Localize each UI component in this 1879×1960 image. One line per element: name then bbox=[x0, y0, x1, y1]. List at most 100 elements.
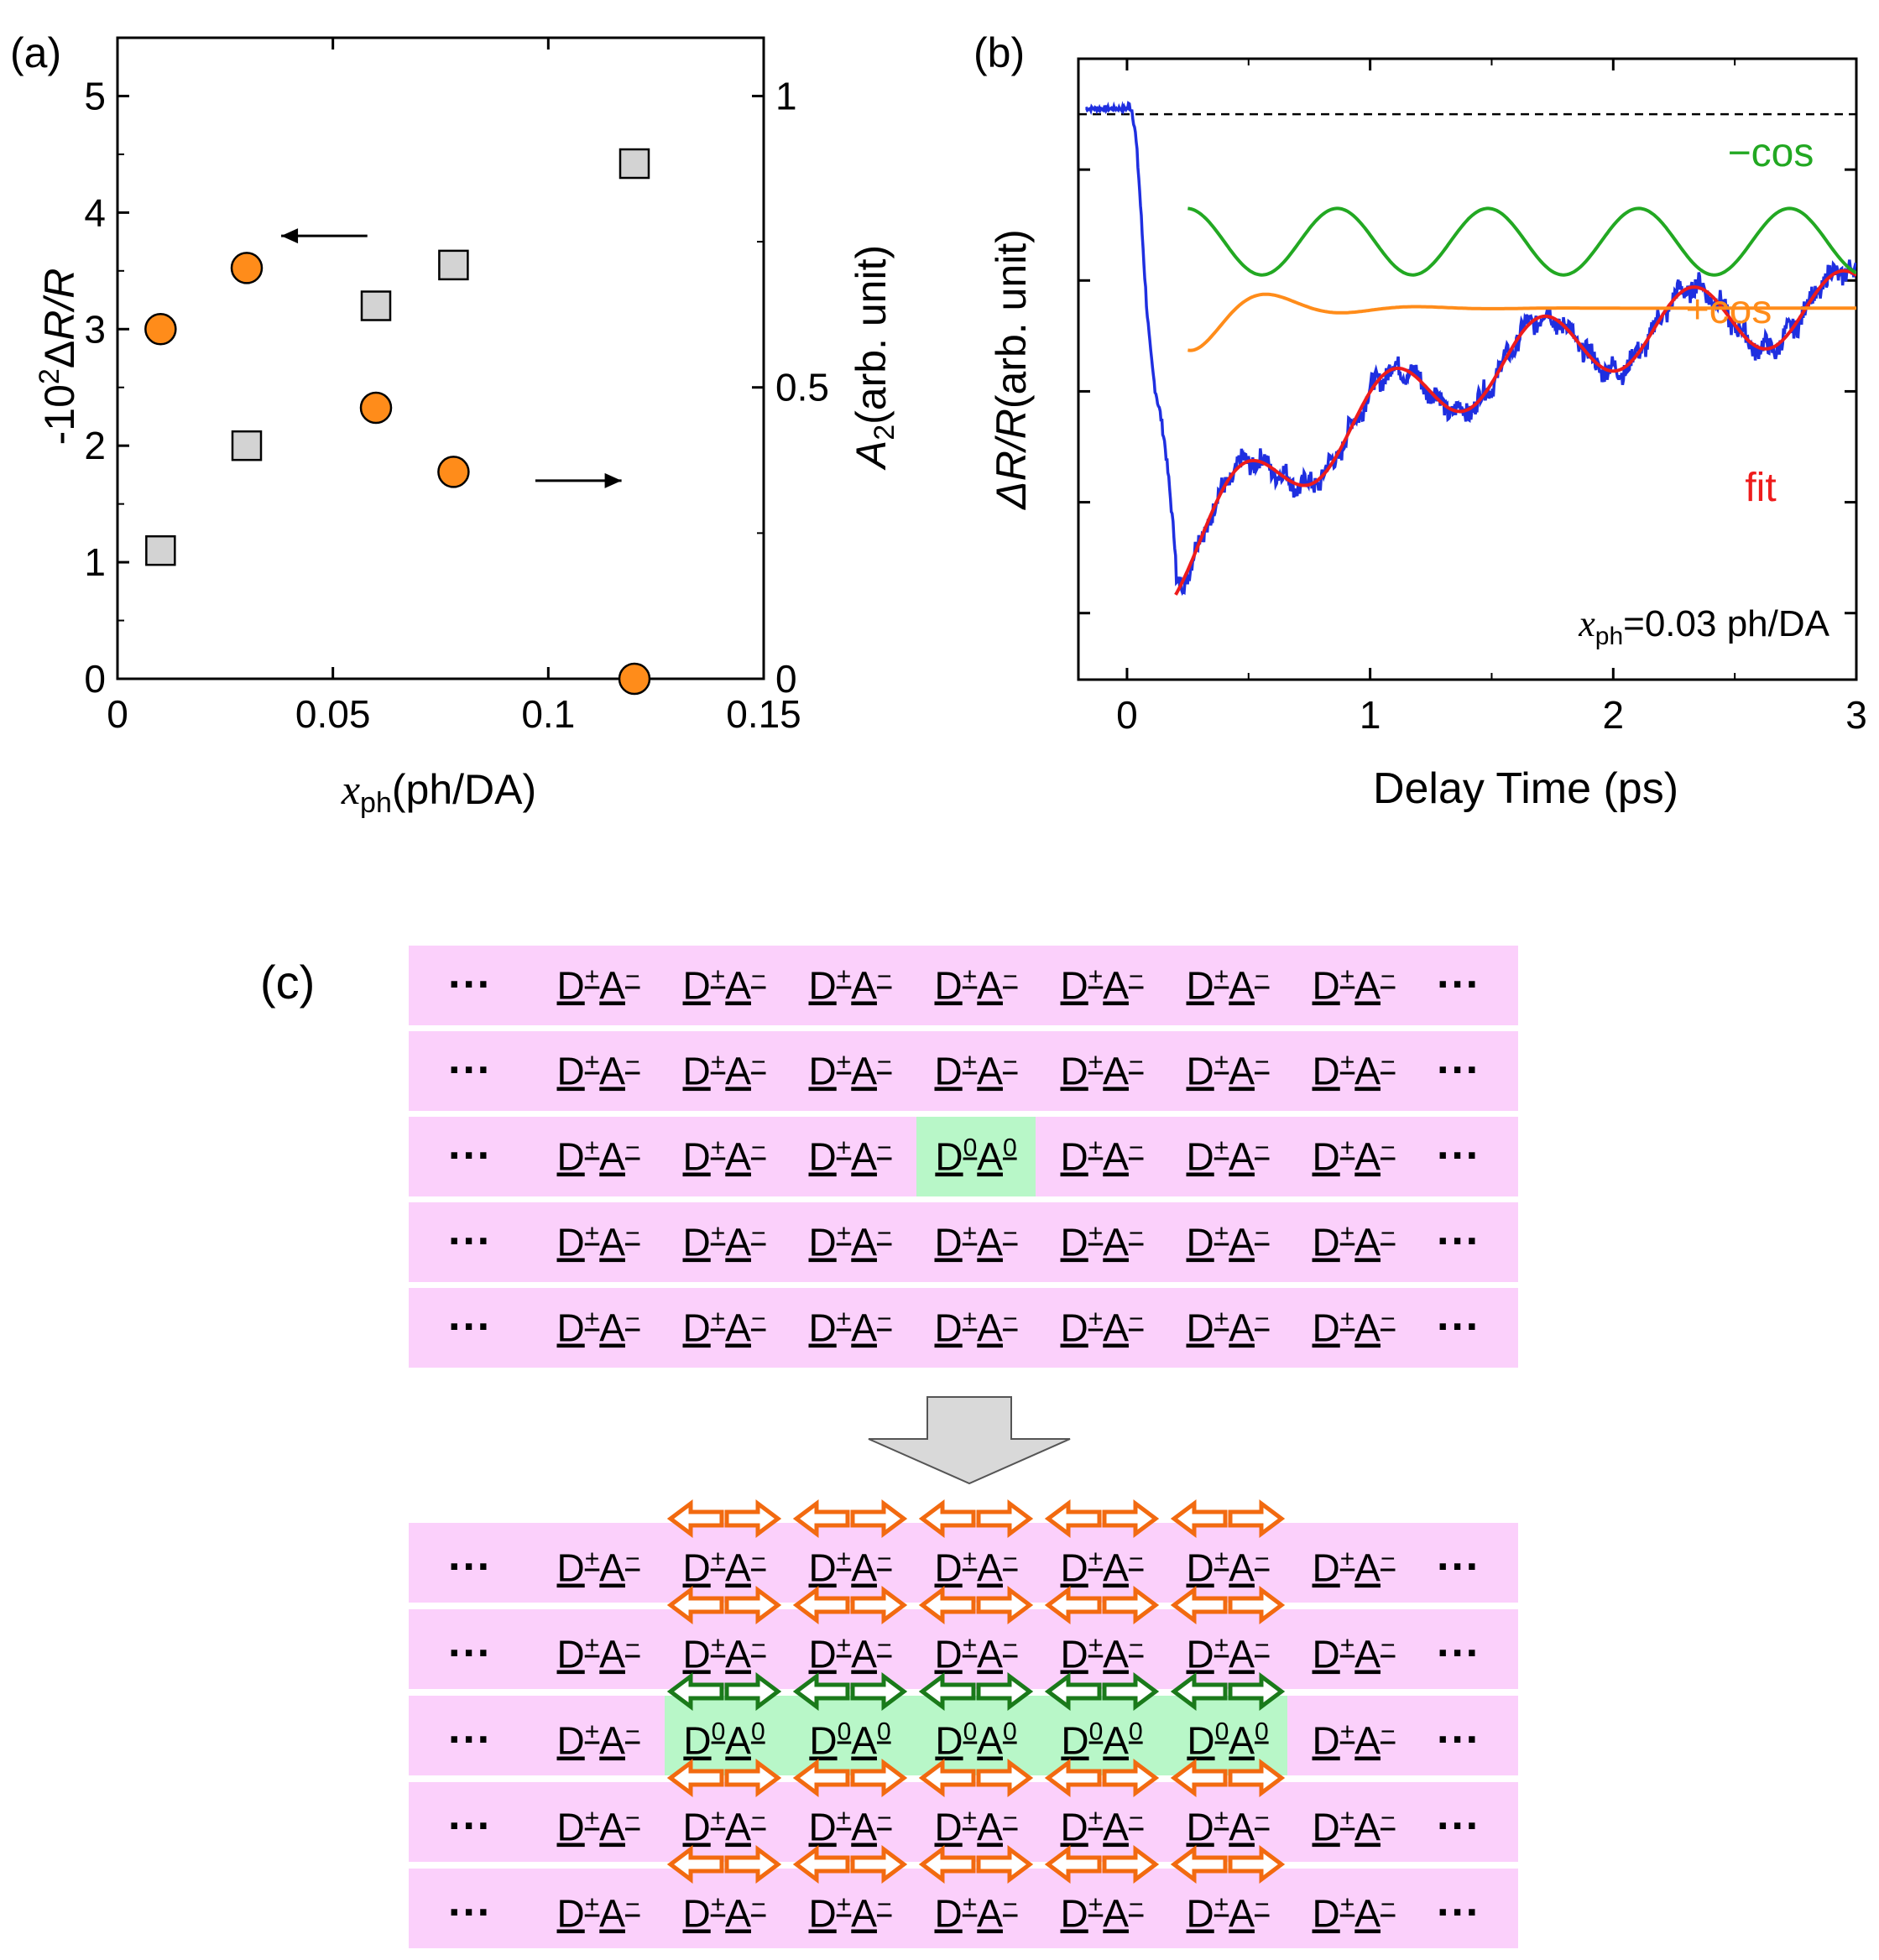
neutral-pair: D0A0​ bbox=[935, 1134, 1016, 1179]
fit-label: fit bbox=[1745, 466, 1776, 510]
ellipsis: ··· bbox=[448, 1802, 492, 1851]
chain-row: ··· ··· D+A−​ D+A−​ D+A−​ D+A−​ D+A−​ D+A−​ D+A−… bbox=[409, 1288, 1518, 1368]
panel-a-right-y-ticks: 00.51 bbox=[752, 74, 829, 701]
ellipsis: ··· bbox=[1437, 1132, 1480, 1181]
row-background bbox=[409, 1288, 1518, 1368]
ellipsis: ··· bbox=[448, 1629, 492, 1678]
chain-row: ··· ··· D+A−​ D+A−​ D+A−​ D+A−​ D+A−​ D+A−​ D+A−… bbox=[409, 1609, 1518, 1689]
y-tick-label: 3 bbox=[84, 307, 106, 351]
ellipsis: ··· bbox=[1437, 961, 1480, 1009]
chain-row: ··· ··· D+A−​ D+A−​ D+A−​ D+A−​ D+A−​ D+A−​ D+A−… bbox=[409, 1202, 1518, 1282]
panel-a-left-y-ticks: 0 1 2 3 4 5 bbox=[84, 74, 129, 701]
ionic-pair: D+A−​ bbox=[557, 1134, 640, 1179]
square-marker bbox=[145, 534, 176, 566]
ionic-pair: D+A−​ bbox=[935, 1632, 1018, 1676]
ionic-pair: D+A−​ bbox=[1061, 1546, 1144, 1590]
ionic-pair: D+A−​ bbox=[1313, 963, 1396, 1008]
orange-double-arrow-icon bbox=[792, 1586, 908, 1624]
ionic-pair: D+A−​ bbox=[1061, 1220, 1144, 1264]
orange-double-arrow-icon bbox=[666, 1586, 782, 1624]
ionic-pair: D+A−​ bbox=[557, 963, 640, 1008]
square-marker bbox=[231, 430, 263, 461]
chain-row: ··· ··· D+A−​ D+A−​ D+A−​ D+A−​ D+A−​ D+A−​ D+A−… bbox=[409, 1523, 1518, 1603]
panel-a-right-y-label: A2(arb. unit) bbox=[848, 245, 900, 471]
ionic-pair: D+A−​ bbox=[1187, 1134, 1270, 1179]
row-background bbox=[409, 1869, 1518, 1948]
ionic-pair: D+A−​ bbox=[1313, 1632, 1396, 1676]
panel-b-frame bbox=[1077, 57, 1858, 681]
neg-cos-curve bbox=[1187, 206, 1856, 277]
circle-marker bbox=[437, 456, 470, 488]
green-double-arrow-icon bbox=[1170, 1672, 1286, 1711]
orange-double-arrow-icon bbox=[792, 1499, 908, 1538]
ellipsis: ··· bbox=[448, 961, 492, 1009]
ionic-pair: D+A−​ bbox=[1061, 1049, 1144, 1093]
ionic-pair: D+A−​ bbox=[1313, 1891, 1396, 1936]
orange-double-arrow-icon bbox=[918, 1499, 1034, 1538]
row-background bbox=[409, 1523, 1518, 1603]
ionic-pair: D+A−​ bbox=[1061, 1134, 1144, 1179]
ellipsis: ··· bbox=[1437, 1802, 1480, 1851]
ionic-pair: D+A−​ bbox=[1313, 1546, 1396, 1590]
neg-cos-label: −cos bbox=[1728, 131, 1814, 175]
ellipsis: ··· bbox=[448, 1716, 492, 1765]
ionic-pair: D+A−​ bbox=[557, 1632, 640, 1676]
ionic-pair: D+A−​ bbox=[1313, 1805, 1396, 1849]
neutral-pair: D0A0​ bbox=[683, 1718, 765, 1763]
panel-b-curves bbox=[1078, 101, 1856, 596]
orange-double-arrow-icon bbox=[1170, 1499, 1286, 1538]
panel-b-x-ticks: 0 1 2 3 bbox=[1116, 59, 1867, 737]
neutral-pair: D0A0​ bbox=[935, 1718, 1016, 1763]
ionic-pair: D+A−​ bbox=[935, 1546, 1018, 1590]
ionic-pair: D+A−​ bbox=[683, 963, 766, 1008]
panel-b-x-label: Delay Time (ps) bbox=[1373, 764, 1678, 813]
panel-b: (b) 0 1 2 3 Delay Time (ps) ΔR/R(arb. unit)… bbox=[973, 29, 1867, 813]
right-y-tick-label: 1 bbox=[775, 74, 797, 117]
green-double-arrow-icon bbox=[918, 1672, 1034, 1711]
x-tick-label: 1 bbox=[1360, 693, 1381, 737]
ionic-pair: D+A−​ bbox=[809, 1049, 892, 1093]
ionic-pair: D+A−​ bbox=[683, 1546, 766, 1590]
circle-marker bbox=[618, 662, 651, 696]
panel-a-points bbox=[144, 148, 651, 696]
ionic-pair: D+A−​ bbox=[809, 1220, 892, 1264]
panel-a-frame bbox=[116, 36, 765, 680]
chain-row: ··· ··· D+A−​ D+A−​ D+A−​ D+A−​ D+A−​ D+A−​ D+A−… bbox=[409, 1869, 1518, 1948]
panel-b-label: (b) bbox=[973, 29, 1025, 76]
ellipsis: ··· bbox=[1437, 1303, 1480, 1352]
circle-marker bbox=[359, 391, 393, 425]
x-tick-label: 0.05 bbox=[295, 692, 371, 736]
ellipsis: ··· bbox=[1437, 1889, 1480, 1937]
panel-b-annotation: xph=0.03 ph/DA bbox=[1578, 603, 1829, 650]
panel-a-label: (a) bbox=[10, 29, 61, 76]
row-background bbox=[409, 1031, 1518, 1111]
x-tick-label: 0 bbox=[1116, 693, 1138, 737]
y-tick-label: 0 bbox=[84, 657, 106, 701]
ionic-pair: D+A−​ bbox=[809, 1805, 892, 1849]
row-background bbox=[409, 1782, 1518, 1862]
ionic-pair: D+A−​ bbox=[683, 1891, 766, 1936]
panel-b-y-label: ΔR/R(arb. unit) bbox=[988, 229, 1035, 510]
ionic-pair: D+A−​ bbox=[1313, 1049, 1396, 1093]
panel-b-y-ticks bbox=[1078, 168, 1856, 615]
axis-arrow bbox=[281, 228, 368, 244]
neutral-domain-background bbox=[665, 1696, 1287, 1775]
x-tick-label: 0.1 bbox=[521, 692, 575, 736]
pos-cos-label: +cos bbox=[1686, 288, 1772, 332]
ionic-pair: D+A−​ bbox=[683, 1220, 766, 1264]
ellipsis: ··· bbox=[448, 1217, 492, 1266]
right-y-tick-label: 0 bbox=[775, 657, 797, 701]
ionic-pair: D+A−​ bbox=[1187, 1546, 1270, 1590]
ionic-pair: D+A−​ bbox=[935, 1891, 1018, 1936]
panel-a-x-ticks: 0 0.05 0.1 0.15 bbox=[107, 38, 801, 736]
y-tick-label: 2 bbox=[84, 424, 106, 467]
neutral-cell-background bbox=[916, 1117, 1036, 1196]
ionic-pair: D+A−​ bbox=[557, 1805, 640, 1849]
orange-double-arrow-icon bbox=[792, 1759, 908, 1797]
ionic-pair: D+A−​ bbox=[935, 1049, 1018, 1093]
ionic-pair: D+A−​ bbox=[557, 1049, 640, 1093]
orange-double-arrow-icon bbox=[1170, 1759, 1286, 1797]
panel-c: (c) ··· ··· D+A−​ D+A−​ D+A−​ D+A−​ D+A−​ D+A−​… bbox=[260, 946, 1518, 1948]
